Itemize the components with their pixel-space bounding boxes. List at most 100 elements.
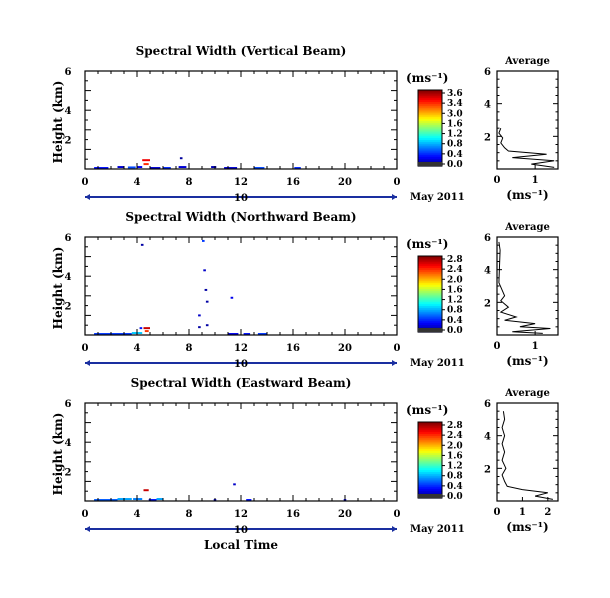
colorbar-segment bbox=[418, 316, 442, 320]
heatmap-cells bbox=[94, 483, 347, 501]
colorbar-unit: (ms⁻¹) bbox=[406, 403, 448, 417]
heatmap-cell bbox=[117, 166, 124, 169]
x-ticks: 0 4 8 12 16 20 0 bbox=[82, 403, 401, 520]
x-ticks: 0 4 8 12 16 20 0 bbox=[82, 237, 401, 354]
colorbar-segment bbox=[418, 126, 442, 129]
heatmap-cell bbox=[230, 296, 234, 299]
y-tick-label: 2 bbox=[65, 302, 72, 313]
heatmap-cell bbox=[142, 159, 150, 162]
heatmap-cell bbox=[143, 163, 149, 166]
colorbar-segment bbox=[418, 433, 442, 436]
colorbar: (ms⁻¹) 2.82.42.01.61.20.80.40.0 bbox=[406, 237, 463, 336]
colorbar-segment bbox=[418, 256, 442, 259]
colorbar-segment bbox=[418, 112, 442, 116]
y-tick-label: 4 bbox=[65, 272, 72, 283]
y-ticks: 6 4 2 bbox=[65, 399, 397, 502]
colorbar-segment bbox=[418, 439, 442, 442]
y-tick-label: 6 bbox=[65, 233, 72, 244]
heatmap-cell bbox=[198, 314, 201, 317]
average-profile: Average 6 4 2 0 1 2 (ms⁻¹) bbox=[484, 388, 559, 534]
heatmap-cell bbox=[139, 327, 143, 330]
colorbar-segment bbox=[418, 261, 442, 265]
x-tick-label: 0 bbox=[82, 177, 89, 188]
colorbar-segment bbox=[418, 450, 442, 453]
colorbar-segment bbox=[418, 452, 442, 455]
colorbar-segment bbox=[418, 423, 442, 427]
heatmap-cell bbox=[137, 166, 143, 169]
colorbar-segment bbox=[418, 109, 442, 112]
colorbar-segment bbox=[418, 488, 442, 491]
colorbar-segment bbox=[418, 475, 442, 478]
colorbar-segment bbox=[418, 148, 442, 152]
date-label: May 2011 bbox=[410, 524, 465, 535]
x-ticks: 0 4 8 12 16 20 0 bbox=[82, 71, 401, 188]
x-tick-label: 4 bbox=[134, 509, 141, 520]
x-tick-label: 0 bbox=[394, 177, 401, 188]
profile-line bbox=[501, 411, 553, 500]
day-axis-arrow-right bbox=[392, 194, 397, 200]
average-profile: Average 6 4 2 0 1 (ms⁻¹) bbox=[484, 222, 559, 368]
average-profile: Average 6 4 2 0 1 (ms⁻¹) bbox=[484, 56, 559, 202]
colorbar-segment bbox=[418, 467, 442, 471]
day-axis-arrow-left bbox=[85, 526, 90, 532]
colorbar-segment bbox=[418, 484, 442, 488]
colorbar-tick-label: 3.0 bbox=[447, 109, 463, 119]
colorbar-segment bbox=[418, 461, 442, 465]
heatmap-cell bbox=[294, 167, 301, 169]
colorbar-segment bbox=[418, 486, 442, 490]
colorbar-segment bbox=[418, 444, 442, 448]
colorbar-segment bbox=[418, 295, 442, 299]
profile-y-tick-label: 6 bbox=[484, 399, 491, 410]
colorbar-segment bbox=[418, 299, 442, 303]
colorbar-tick-label: 2.0 bbox=[447, 441, 463, 451]
x-tick-label: 4 bbox=[134, 343, 141, 354]
colorbar-tick-label: 0.8 bbox=[447, 140, 463, 150]
colorbar-segment bbox=[418, 320, 442, 324]
x-tick-label: 12 bbox=[234, 343, 248, 354]
heatmap-cell bbox=[156, 498, 163, 501]
colorbar-segment bbox=[418, 446, 442, 450]
heatmap-cell bbox=[198, 326, 201, 329]
colorbar-segment bbox=[418, 259, 442, 263]
colorbar-segment bbox=[418, 158, 442, 161]
colorbar-tick-label: 3.6 bbox=[447, 89, 463, 99]
y-axis-label: Height (km) bbox=[51, 413, 65, 496]
colorbar-unit: (ms⁻¹) bbox=[406, 71, 448, 85]
y-tick-label: 2 bbox=[65, 136, 72, 147]
colorbar-segment bbox=[418, 479, 442, 482]
profile-x-tick-label: 2 bbox=[544, 507, 551, 518]
y-tick-label: 6 bbox=[65, 67, 72, 78]
profile-y-tick-label: 2 bbox=[484, 298, 491, 309]
colorbar-segment bbox=[418, 141, 442, 144]
heatmap-cell bbox=[246, 499, 252, 501]
colorbar-segment bbox=[418, 454, 442, 457]
heatmap-cell bbox=[133, 498, 143, 501]
colorbar-segment bbox=[418, 297, 442, 301]
panel-title: Spectral Width (Northward Beam) bbox=[125, 210, 356, 224]
x-tick-label: 0 bbox=[82, 509, 89, 520]
plot-frame bbox=[84, 236, 398, 336]
colorbar-segment bbox=[418, 105, 442, 108]
profile-y-tick-label: 6 bbox=[484, 67, 491, 78]
heatmap-cell bbox=[224, 167, 238, 169]
heatmap-cell bbox=[243, 333, 251, 335]
heatmap-cell bbox=[228, 333, 239, 335]
heatmap-cell bbox=[94, 499, 118, 501]
colorbar-segment bbox=[418, 469, 442, 472]
colorbar-tick-label: 0.0 bbox=[447, 492, 463, 502]
colorbar-tick-label: 0.8 bbox=[447, 306, 463, 316]
colorbar-segment bbox=[418, 271, 442, 274]
x-tick-label: 20 bbox=[338, 343, 352, 354]
heatmap-cell bbox=[143, 327, 150, 330]
x-axis-label: Local Time bbox=[204, 538, 278, 552]
colorbar-segment bbox=[418, 463, 442, 467]
colorbar-segment bbox=[418, 456, 442, 459]
panel-1: Spectral Width (Vertical Beam)0 4 8 12 16 20 0… bbox=[51, 44, 559, 204]
colorbar-segment bbox=[418, 91, 442, 95]
x-tick-label: 20 bbox=[338, 509, 352, 520]
colorbar-segment bbox=[418, 429, 442, 433]
colorbar-segment bbox=[418, 103, 442, 106]
heatmap-cell bbox=[257, 333, 267, 335]
colorbar-segment bbox=[418, 107, 442, 110]
colorbar-tick-label: 2.0 bbox=[447, 275, 463, 285]
